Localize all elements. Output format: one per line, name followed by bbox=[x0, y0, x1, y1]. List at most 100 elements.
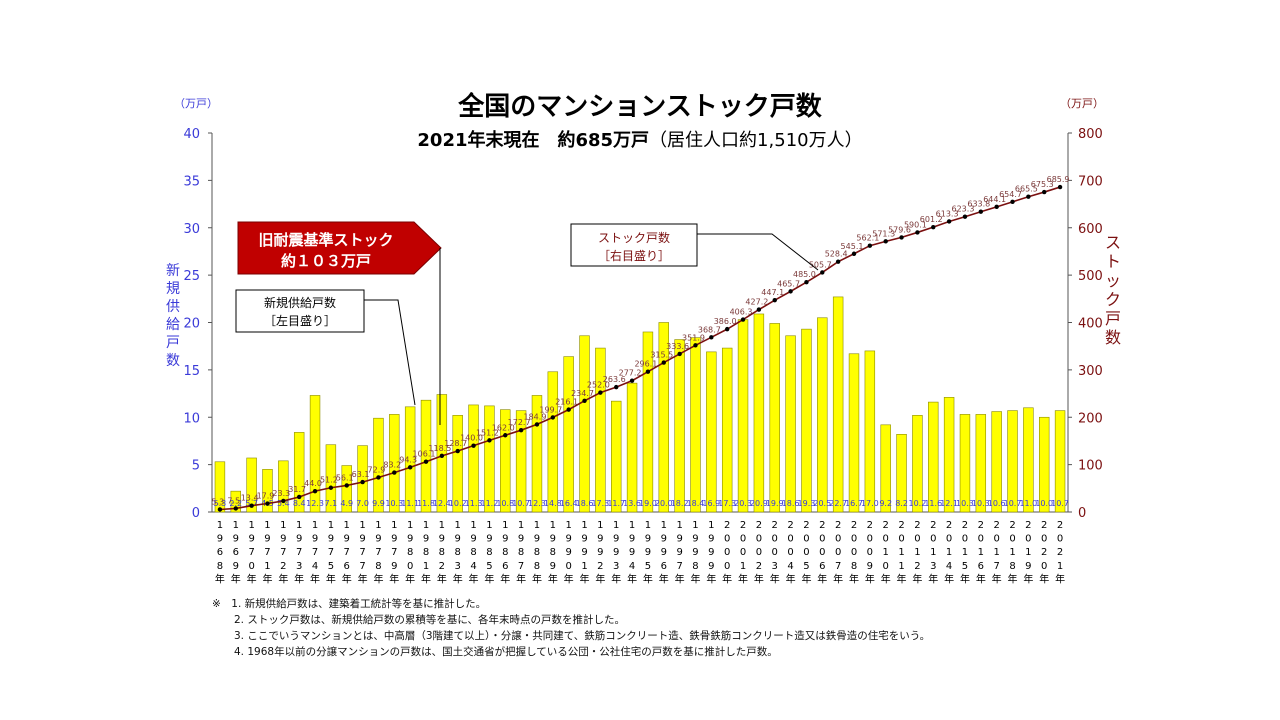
bar-label-1974年: 12.3 bbox=[306, 499, 324, 508]
stock-point-2017年 bbox=[994, 204, 999, 210]
stock-label-1985年: 151.2 bbox=[476, 428, 499, 437]
stock-point-2010年 bbox=[883, 239, 888, 244]
stock-label-2011年: 579.6 bbox=[888, 225, 911, 234]
stock-label-1977年: 63.1 bbox=[352, 470, 370, 479]
y-right-tick-label: 200 bbox=[1078, 411, 1103, 426]
bar-1971年 bbox=[262, 469, 273, 513]
bar-1980年 bbox=[404, 406, 416, 513]
bar-label-1968年: 5.3 bbox=[214, 499, 227, 508]
y-right-label-char: 数 bbox=[1105, 328, 1121, 347]
bar-label-2011年: 8.2 bbox=[895, 499, 908, 508]
y-left-tick-label: 20 bbox=[183, 317, 200, 332]
stock-label-1973年: 31.7 bbox=[288, 485, 306, 494]
stock-label-1990年: 216.1 bbox=[555, 398, 578, 407]
bar-1994年 bbox=[626, 382, 638, 513]
stock-label-2006年: 505.7 bbox=[809, 260, 832, 269]
stock-box bbox=[570, 223, 698, 267]
bar-label-1993年: 11.7 bbox=[607, 499, 625, 508]
stock-label-2015年: 623.3 bbox=[952, 205, 975, 214]
bar-2017年 bbox=[991, 411, 1002, 513]
stock-point-1990年 bbox=[566, 407, 571, 412]
bar-1996年 bbox=[658, 322, 669, 513]
stock-point-1997年 bbox=[677, 351, 682, 357]
bar-2000年 bbox=[721, 347, 733, 513]
stock-point-2007年 bbox=[835, 259, 841, 264]
stock-point-1970年 bbox=[249, 503, 254, 508]
bar-label-2015年: 10.3 bbox=[956, 499, 974, 508]
bar-label-2012年: 10.2 bbox=[909, 499, 927, 508]
bar-value-labels: 5.32.25.74.55.48.412.37.14.97.09.910.311… bbox=[214, 499, 1069, 508]
stock-label-2003年: 447.1 bbox=[761, 288, 784, 297]
bar-1997年 bbox=[674, 339, 685, 513]
stock-point-1992年 bbox=[598, 390, 603, 395]
note-2: 2. ストック戸数は、新規供給戸数の累積等を基に、各年末時点の戸数を推計した。 bbox=[234, 614, 626, 626]
bar-1991年 bbox=[579, 335, 590, 513]
y-right-tick-label: 400 bbox=[1078, 317, 1103, 332]
y-right-unit: （万戸） bbox=[1060, 97, 1104, 110]
stock-label-1969年: 7.5 bbox=[227, 496, 240, 505]
bar-1989年 bbox=[547, 371, 559, 513]
stock-point-1978年 bbox=[376, 475, 381, 480]
stock-label-2021年: 685.9 bbox=[1047, 175, 1070, 184]
bar-label-1978年: 9.9 bbox=[372, 499, 385, 508]
stock-point-2020年 bbox=[1042, 189, 1047, 195]
bar-label-2000年: 17.3 bbox=[718, 499, 736, 508]
stock-point-1976年 bbox=[344, 483, 349, 488]
stock-label-1974年: 44.0 bbox=[304, 479, 322, 488]
stock-label-1991年: 234.7 bbox=[571, 389, 594, 398]
stock-point-2021年 bbox=[1057, 184, 1063, 190]
bar-label-2009年: 17.0 bbox=[861, 499, 879, 508]
stock-point-1993年 bbox=[614, 384, 619, 390]
bar-label-2007年: 22.7 bbox=[829, 499, 847, 508]
stock-point-2009年 bbox=[867, 243, 873, 248]
bar-1969年 bbox=[230, 490, 241, 513]
y-left-label-char: 戸 bbox=[166, 335, 180, 351]
bar-2013年 bbox=[928, 401, 939, 513]
bar-2009年 bbox=[864, 350, 876, 513]
bar-series-new-supply bbox=[214, 296, 1066, 513]
y-right-tick-label: 300 bbox=[1078, 364, 1103, 379]
stock-point-1999年 bbox=[709, 335, 714, 340]
bar-2011年 bbox=[896, 434, 907, 513]
stock-point-1984年 bbox=[471, 443, 476, 448]
bar-1978年 bbox=[373, 417, 384, 513]
stock-point-1969年 bbox=[233, 506, 238, 511]
stock-point-1985年 bbox=[487, 438, 492, 443]
stock-label-2014年: 613.3 bbox=[936, 209, 959, 218]
stock-label-1986年: 162.0 bbox=[492, 423, 515, 432]
y-left-tick-label: 0 bbox=[192, 506, 200, 521]
new-supply-line1: 新規供給戸数 bbox=[264, 295, 336, 310]
y-right-tick-label: 600 bbox=[1078, 222, 1103, 237]
stock-label-1984年: 140.0 bbox=[460, 434, 483, 443]
y-left-tick-label: 30 bbox=[183, 222, 200, 237]
stock-label-2009年: 562.1 bbox=[856, 234, 879, 243]
stock-label-2001年: 406.3 bbox=[730, 308, 753, 317]
stock-label-1983年: 128.7 bbox=[444, 439, 467, 448]
bar-label-1996年: 20.0 bbox=[655, 499, 673, 508]
bar-1995年 bbox=[642, 331, 654, 513]
stock-point-2008年 bbox=[851, 251, 857, 256]
stock-point-2018年 bbox=[1010, 199, 1015, 205]
stock-label-2017年: 644.1 bbox=[983, 195, 1006, 204]
stock-point-1996年 bbox=[661, 360, 666, 365]
stock-point-1991年 bbox=[582, 398, 587, 404]
